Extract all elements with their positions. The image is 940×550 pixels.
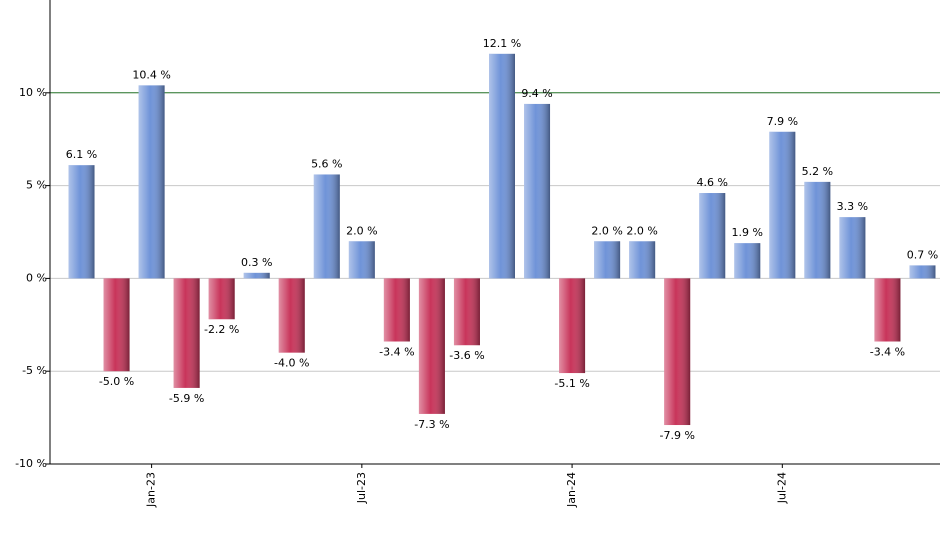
bar-shade [313,174,340,279]
bar-shade [559,278,586,374]
data-label: 4.6 % [697,176,728,189]
x-tick-label: Jul-23 [355,472,368,504]
bar-shade [208,278,235,320]
bar-shade [453,278,480,346]
data-label: 0.3 % [241,256,272,269]
data-label: 7.9 % [767,115,798,128]
data-label: 2.0 % [591,224,622,237]
bar-shade [664,278,691,426]
bar-shade [418,278,445,414]
data-label: 0.7 % [907,248,938,261]
data-label: -5.0 % [99,375,134,388]
bar-shade [173,278,200,388]
x-tick-label: Jul-24 [775,472,788,504]
data-label: 2.0 % [626,224,657,237]
y-tick-label: 5 % [26,179,47,192]
bar-shade [594,241,621,279]
bar-shade [909,265,936,279]
data-label: 5.2 % [802,165,833,178]
data-label: -5.9 % [169,392,204,405]
bar-shade [243,272,270,279]
data-label: 10.4 % [132,68,170,81]
bar-shade [489,53,515,279]
data-label: 1.9 % [732,226,763,239]
bar-shade [278,278,305,353]
data-label: -3.4 % [870,346,905,359]
x-tick-label: Jan-24 [565,472,578,508]
data-label: -3.6 % [449,349,484,362]
data-label: 6.1 % [66,148,97,161]
bar-shade [769,131,796,279]
data-label: -5.1 % [554,377,589,390]
y-tick-label: 10 % [19,86,47,99]
bar-shade [348,241,375,279]
data-label: -7.9 % [659,429,694,442]
bar-shade [103,278,130,372]
bar-shade [804,181,831,279]
data-label: 2.0 % [346,224,377,237]
bar-shade [699,193,726,279]
y-tick-label: -10 % [15,457,47,470]
data-label: 5.6 % [311,157,342,170]
bar-shade [138,85,165,279]
y-tick-label: 0 % [26,271,47,284]
data-label: -4.0 % [274,357,309,370]
data-label: 12.1 % [483,37,521,50]
bar-shade [734,243,761,279]
data-label: 9.4 % [521,87,552,100]
bar-shade [839,217,866,279]
bar-shade [383,278,410,342]
x-tick-label: Jan-23 [145,472,158,508]
data-label: -2.2 % [204,323,239,336]
bar-shade [68,165,95,279]
bar-shade [629,241,656,279]
y-tick-label: -5 % [22,364,47,377]
bar-shade [874,278,901,342]
data-label: -3.4 % [379,346,414,359]
data-label: 3.3 % [837,200,868,213]
bar-shade [524,103,551,279]
data-label: -7.3 % [414,418,449,431]
